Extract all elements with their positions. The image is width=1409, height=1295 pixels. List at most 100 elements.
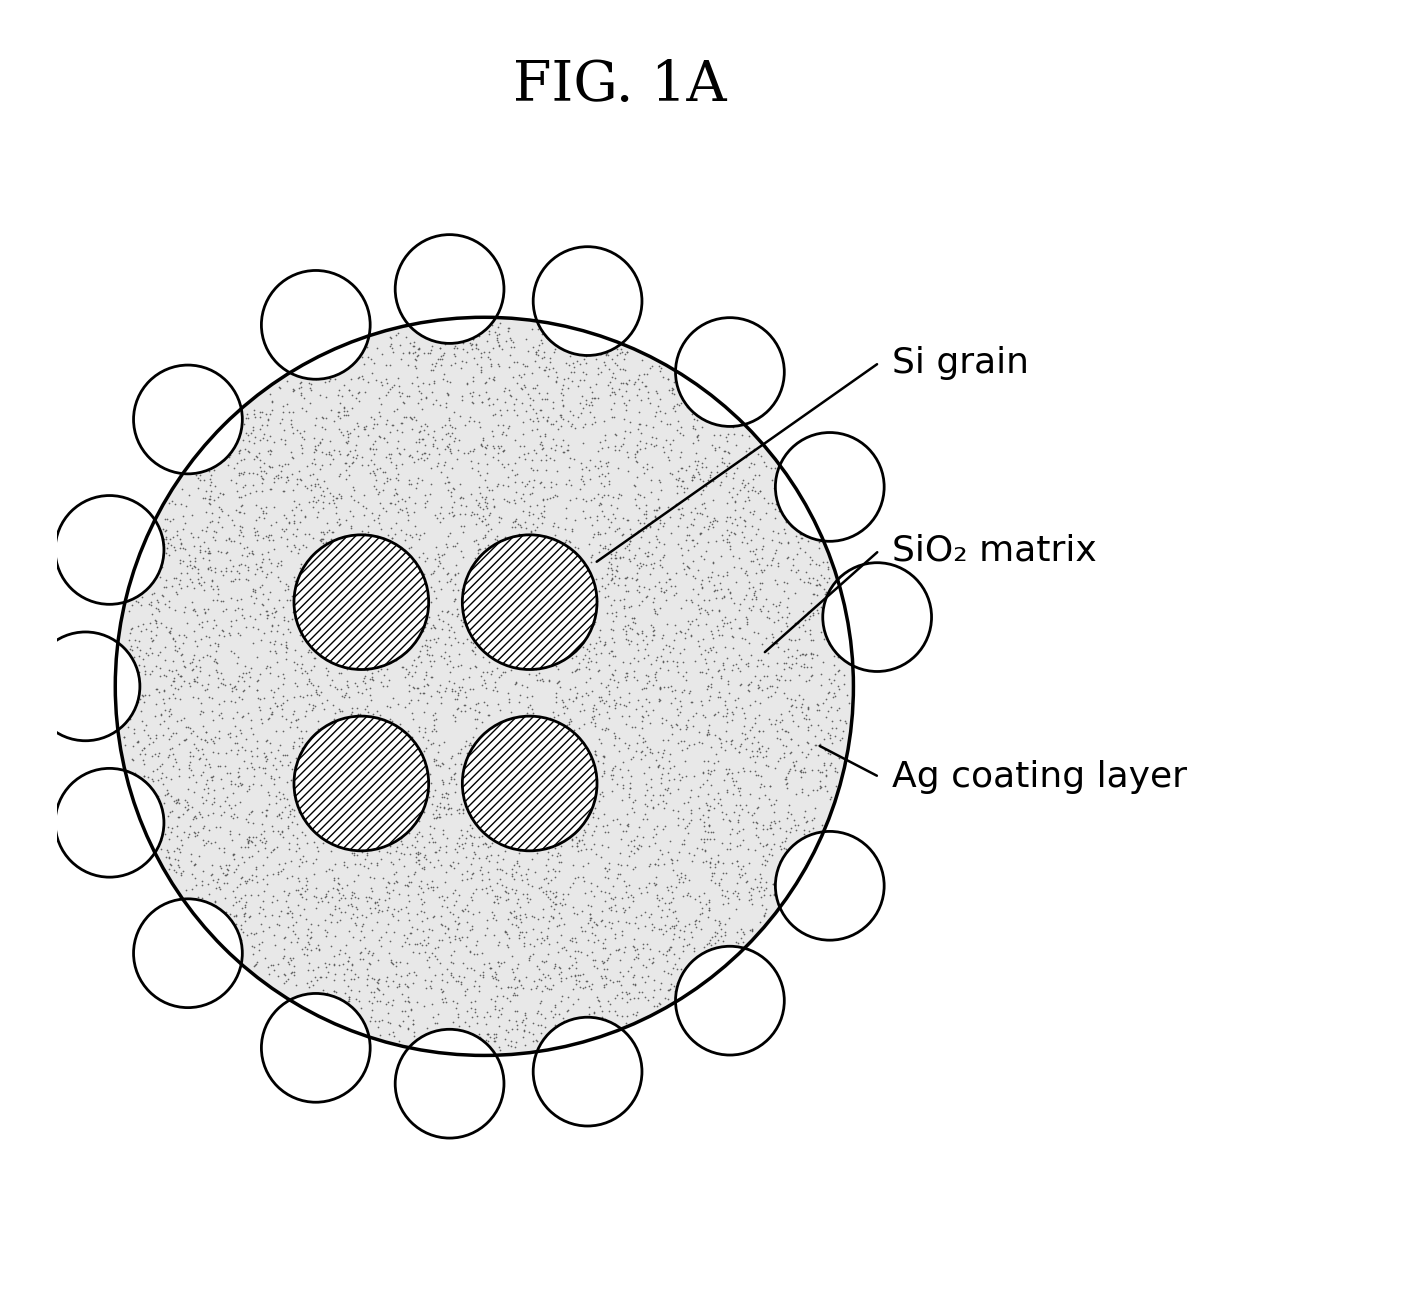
Point bbox=[500, 743, 523, 764]
Point bbox=[552, 725, 575, 746]
Point bbox=[521, 337, 544, 357]
Point bbox=[648, 531, 671, 552]
Point bbox=[249, 774, 272, 795]
Point bbox=[311, 796, 334, 817]
Point bbox=[662, 584, 685, 605]
Point bbox=[737, 675, 759, 695]
Point bbox=[335, 1010, 358, 1031]
Point bbox=[258, 785, 280, 805]
Point bbox=[776, 532, 799, 553]
Point bbox=[675, 715, 697, 736]
Point bbox=[302, 752, 324, 773]
Point bbox=[238, 905, 261, 926]
Point bbox=[617, 706, 640, 726]
Point bbox=[380, 778, 403, 799]
Point bbox=[178, 755, 200, 776]
Point bbox=[575, 352, 597, 373]
Point bbox=[589, 996, 612, 1017]
Point bbox=[141, 603, 163, 624]
Point bbox=[316, 921, 338, 941]
Point bbox=[550, 743, 572, 764]
Point bbox=[321, 361, 344, 382]
Point bbox=[562, 855, 585, 875]
Point bbox=[223, 844, 245, 865]
Point bbox=[283, 607, 306, 628]
Point bbox=[735, 447, 758, 467]
Point bbox=[709, 475, 731, 496]
Point bbox=[671, 458, 693, 479]
Point bbox=[703, 439, 726, 460]
Point bbox=[717, 682, 740, 703]
Point bbox=[635, 677, 658, 698]
Point bbox=[168, 624, 190, 645]
Point bbox=[248, 896, 271, 917]
Point bbox=[159, 853, 182, 874]
Point bbox=[566, 772, 589, 793]
Point bbox=[616, 442, 638, 462]
Point bbox=[531, 712, 554, 733]
Point bbox=[733, 760, 755, 781]
Point bbox=[300, 927, 323, 948]
Point bbox=[430, 578, 452, 598]
Point bbox=[527, 1015, 550, 1036]
Point bbox=[540, 438, 562, 458]
Point bbox=[479, 597, 502, 618]
Point bbox=[141, 552, 163, 572]
Point bbox=[280, 799, 303, 820]
Point bbox=[545, 641, 568, 662]
Point bbox=[614, 882, 637, 903]
Point bbox=[619, 653, 641, 673]
Point bbox=[619, 531, 641, 552]
Point bbox=[645, 382, 668, 403]
Point bbox=[669, 702, 692, 723]
Point bbox=[650, 411, 672, 431]
Point bbox=[286, 616, 309, 637]
Point bbox=[372, 676, 395, 697]
Point bbox=[286, 474, 309, 495]
Point bbox=[189, 541, 211, 562]
Point bbox=[117, 601, 139, 622]
Point bbox=[187, 846, 210, 866]
Point bbox=[159, 785, 182, 805]
Point bbox=[528, 670, 551, 690]
Point bbox=[531, 324, 554, 344]
Point bbox=[482, 496, 504, 517]
Point bbox=[352, 420, 375, 440]
Point bbox=[516, 708, 538, 729]
Point bbox=[142, 787, 165, 808]
Point bbox=[672, 872, 695, 892]
Point bbox=[201, 618, 224, 638]
Point bbox=[361, 945, 383, 966]
Point bbox=[251, 575, 273, 596]
Point bbox=[290, 438, 313, 458]
Point bbox=[561, 835, 583, 856]
Point bbox=[417, 927, 440, 948]
Point bbox=[568, 778, 590, 799]
Point bbox=[440, 962, 462, 983]
Point bbox=[393, 407, 416, 427]
Point bbox=[190, 629, 213, 650]
Point bbox=[726, 457, 748, 478]
Point bbox=[666, 910, 689, 931]
Point bbox=[441, 746, 464, 767]
Point bbox=[535, 603, 558, 624]
Point bbox=[309, 385, 331, 405]
Point bbox=[273, 668, 296, 689]
Point bbox=[752, 905, 775, 926]
Point bbox=[672, 425, 695, 445]
Point bbox=[585, 843, 607, 864]
Point bbox=[545, 916, 568, 936]
Point bbox=[641, 457, 664, 478]
Point bbox=[573, 834, 596, 855]
Point bbox=[513, 825, 535, 846]
Point bbox=[392, 342, 414, 363]
Point bbox=[489, 435, 511, 456]
Point bbox=[382, 747, 404, 768]
Point bbox=[658, 636, 681, 657]
Point bbox=[769, 818, 792, 839]
Point bbox=[755, 502, 778, 523]
Point bbox=[435, 534, 458, 554]
Point bbox=[497, 587, 520, 607]
Point bbox=[475, 721, 497, 742]
Point bbox=[659, 575, 682, 596]
